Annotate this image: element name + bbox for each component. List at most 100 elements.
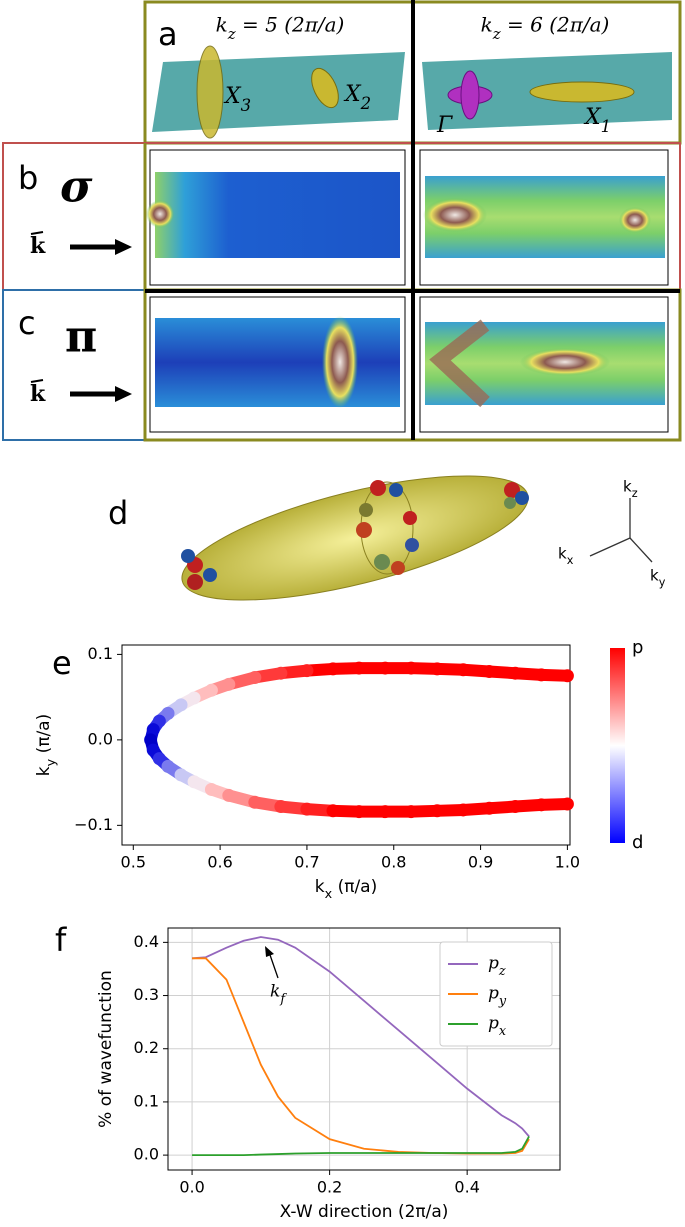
series-line	[192, 1136, 530, 1157]
legend-box	[439, 941, 553, 1047]
point	[352, 805, 366, 819]
point	[456, 803, 470, 817]
arrow-head	[115, 239, 132, 255]
point	[161, 706, 175, 720]
point	[222, 677, 236, 691]
point	[146, 723, 160, 737]
y-tick-label: 0.0	[88, 729, 113, 748]
y-tick-label: −0.1	[74, 815, 113, 834]
axis-triad	[589, 498, 653, 563]
y-tick-label: 0.0	[134, 1145, 159, 1164]
overarrow	[30, 379, 44, 383]
point	[326, 662, 340, 676]
vector: k	[30, 381, 46, 407]
point	[222, 788, 236, 802]
point	[274, 800, 288, 814]
point	[560, 669, 574, 683]
plot-frame	[121, 644, 571, 846]
polarization: π	[65, 312, 97, 363]
y-axis-label: ky (π/a)	[34, 714, 59, 776]
annotation-head	[265, 946, 274, 957]
colorbar-label: d	[632, 832, 643, 853]
polarization: σ	[60, 162, 93, 213]
fermi-pocket	[181, 475, 529, 601]
annotation-arrow	[268, 951, 279, 979]
point	[404, 661, 418, 675]
vector: k	[30, 233, 46, 259]
x-tick-label: 0.7	[294, 853, 319, 872]
y-tick-label: 0.1	[88, 644, 113, 663]
x-tick-label: 1.0	[555, 853, 580, 872]
panel-label: b	[18, 159, 38, 197]
point	[430, 804, 444, 818]
panel-label: f	[55, 921, 67, 959]
point	[248, 795, 262, 809]
axis-name: ky	[650, 567, 666, 589]
point	[152, 752, 166, 766]
y-tick-label: 0.4	[134, 932, 159, 951]
y-tick-label: 0.3	[134, 985, 159, 1004]
point	[482, 801, 496, 815]
point	[174, 768, 188, 782]
y-axis-label: % of wavefunction	[96, 970, 116, 1128]
x-tick-label: 0.5	[121, 853, 146, 872]
x-tick-label: 0.6	[207, 853, 232, 872]
orbitals	[181, 480, 529, 590]
plane	[152, 52, 405, 132]
arrow-head	[115, 386, 132, 402]
point	[248, 670, 262, 684]
point	[300, 802, 314, 816]
point	[482, 664, 496, 678]
point	[378, 805, 392, 819]
point	[534, 798, 548, 812]
point	[274, 666, 288, 680]
point	[508, 800, 522, 814]
axis-name: kx	[558, 545, 574, 567]
point	[204, 782, 218, 796]
x-axis-label: X-W direction (2π/a)	[280, 1202, 449, 1222]
point	[560, 797, 574, 811]
pocket	[311, 67, 339, 109]
series-line	[192, 936, 530, 1138]
colorbar	[610, 648, 625, 843]
point	[508, 666, 522, 680]
heatmap	[146, 149, 669, 433]
point	[187, 775, 201, 789]
x-tick-label: 0.9	[468, 853, 493, 872]
colorbar-label: p	[632, 637, 643, 658]
panel-title: kz = 6 (2π/a)	[481, 13, 610, 44]
point	[174, 698, 188, 712]
annotation: kf	[270, 982, 287, 1008]
point	[300, 664, 314, 678]
panel-title: kz = 5 (2π/a)	[216, 13, 345, 44]
point	[161, 759, 175, 773]
point	[352, 661, 366, 675]
y-tick-label: 0.1	[134, 1091, 159, 1110]
overarrow	[30, 231, 44, 235]
panel-label: a	[158, 15, 178, 53]
point	[534, 668, 548, 682]
x-tick-label: 0.8	[381, 853, 406, 872]
point	[326, 804, 340, 818]
point-label: Γ	[436, 113, 453, 138]
point	[144, 733, 158, 747]
y-tick-label: 0.2	[134, 1038, 159, 1057]
pocket	[196, 45, 224, 139]
panel-label: d	[108, 494, 128, 532]
plot-frame	[167, 927, 561, 1171]
pocket	[529, 81, 635, 103]
axis-name: kz	[623, 478, 638, 500]
x-tick-label: 0.0	[179, 1178, 204, 1197]
panel-label: c	[18, 304, 36, 342]
panel-label: e	[52, 644, 72, 682]
point	[204, 683, 218, 697]
point	[404, 805, 418, 819]
point	[187, 691, 201, 705]
point	[430, 662, 444, 676]
x-tick-label: 0.4	[454, 1178, 479, 1197]
point	[378, 661, 392, 675]
x-axis-label: kx (π/a)	[315, 877, 377, 902]
pocket	[447, 70, 493, 120]
point	[456, 663, 470, 677]
